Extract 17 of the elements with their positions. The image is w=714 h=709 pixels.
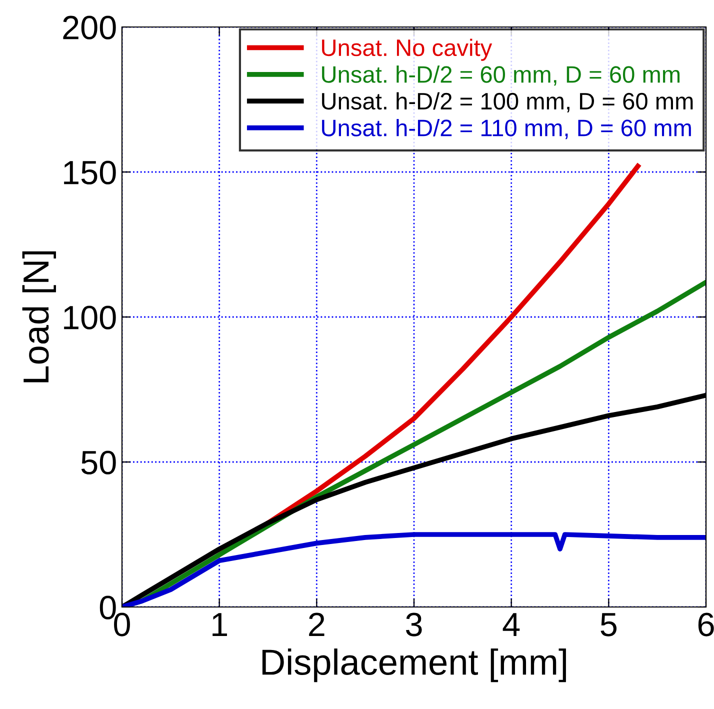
legend-label: Unsat. h-D/2 = 60 mm, D = 60 mm xyxy=(322,66,680,86)
legend-label: Unsat. h-D/2 = 100 mm, D = 60 mm xyxy=(322,92,693,112)
x-tick-label: 5 xyxy=(600,613,617,636)
x-axis-title: Displacement [mm] xyxy=(262,648,566,682)
x-tick-label: 2 xyxy=(309,612,324,636)
x-tick-label: 3 xyxy=(406,612,422,636)
y-tick-label: 150 xyxy=(64,160,116,184)
y-tick-label: 50 xyxy=(81,450,116,474)
y-tick-label: 100 xyxy=(64,306,116,330)
y-tick-label: 0 xyxy=(100,596,116,620)
x-tick-label: 6 xyxy=(698,612,714,636)
x-tick-label: 1 xyxy=(212,613,227,636)
legend-label: Unsat. No cavity xyxy=(322,38,492,61)
x-tick-label: 4 xyxy=(502,613,520,636)
y-tick-label: 200 xyxy=(63,16,116,40)
legend-label: Unsat. h-D/2 = 110 mm, D = 60 mm xyxy=(322,119,691,140)
y-axis-title: Load [N] xyxy=(22,251,56,382)
